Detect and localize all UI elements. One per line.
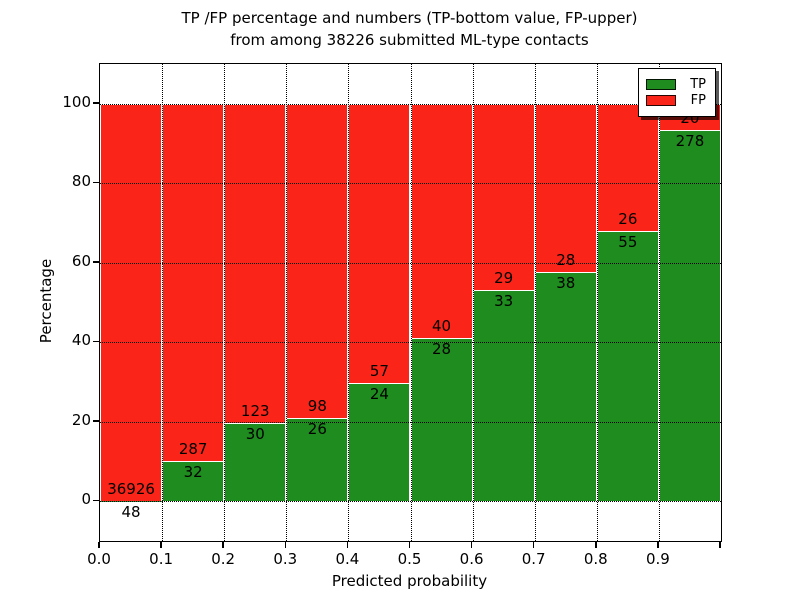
x-tick bbox=[284, 541, 287, 548]
chart-title-line2: from among 38226 submitted ML-type conta… bbox=[230, 31, 589, 49]
plot-area: TP FP 36926 48 287 32 123 30 98 26 57 24 40 28 29 33 2… bbox=[99, 63, 722, 542]
x-tick-label: 0.6 bbox=[459, 550, 484, 568]
x-axis-label: Predicted probability bbox=[331, 572, 488, 590]
x-tick bbox=[595, 541, 597, 548]
x-tick-label: 0.5 bbox=[397, 550, 422, 568]
x-tick-label: 0.0 bbox=[87, 550, 111, 568]
v-gridline bbox=[224, 64, 226, 541]
bar-segment-tp bbox=[286, 417, 349, 502]
fp-count-label: 26 bbox=[618, 210, 638, 229]
tp-count-label: 30 bbox=[245, 425, 265, 444]
v-gridline bbox=[658, 64, 660, 541]
x-tick bbox=[98, 541, 100, 548]
fp-count-label: 98 bbox=[307, 396, 327, 415]
x-tick-label: 0.8 bbox=[583, 550, 608, 568]
tp-count-label: 278 bbox=[675, 132, 705, 151]
x-tick bbox=[346, 541, 349, 548]
x-tick-label: 0.1 bbox=[149, 550, 174, 568]
fp-count-label: 57 bbox=[369, 362, 389, 381]
x-tick bbox=[657, 541, 659, 548]
chart-title-line1: TP /FP percentage and numbers (TP-bottom… bbox=[181, 9, 638, 27]
bar-segment-tp bbox=[596, 231, 659, 502]
v-gridline bbox=[348, 64, 350, 541]
v-gridline bbox=[596, 64, 598, 541]
y-tick-label: 20 bbox=[71, 410, 91, 429]
fp-count-label: 287 bbox=[178, 440, 208, 459]
x-tick bbox=[470, 541, 473, 548]
v-gridline bbox=[534, 64, 536, 541]
x-tick bbox=[719, 541, 721, 548]
fp-count-label: 36926 bbox=[107, 479, 155, 498]
bar-segment-fp bbox=[472, 103, 535, 290]
fp-color-swatch bbox=[646, 95, 676, 106]
fp-count-label: 40 bbox=[432, 316, 452, 335]
bar-segment-tp bbox=[534, 272, 597, 502]
y-tick bbox=[93, 181, 99, 183]
fp-count-label: 123 bbox=[240, 402, 270, 421]
x-tick bbox=[532, 541, 535, 548]
v-gridline bbox=[286, 64, 288, 541]
tp-count-label: 33 bbox=[494, 291, 514, 310]
x-tick bbox=[160, 541, 162, 548]
x-tick-label: 0.2 bbox=[211, 550, 236, 568]
y-tick-label: 80 bbox=[71, 172, 91, 191]
bar-segment-tp bbox=[658, 130, 721, 502]
tp-color-swatch bbox=[646, 79, 676, 90]
tp-count-label: 55 bbox=[618, 233, 638, 252]
legend-entry-fp: FP bbox=[646, 94, 706, 107]
y-tick bbox=[93, 420, 99, 422]
v-gridline bbox=[472, 64, 474, 541]
bar-segment-fp bbox=[410, 103, 473, 338]
tp-count-label: 24 bbox=[369, 385, 389, 404]
y-tick-label: 100 bbox=[62, 92, 91, 111]
y-tick bbox=[93, 102, 99, 104]
tp-count-label: 38 bbox=[556, 274, 576, 293]
bar-segment-tp bbox=[410, 337, 473, 502]
bar-segment-tp bbox=[472, 289, 535, 502]
v-gridline bbox=[162, 64, 164, 541]
x-tick-label: 0.3 bbox=[273, 550, 298, 568]
y-tick bbox=[93, 340, 99, 342]
legend-label-fp: FP bbox=[690, 93, 706, 108]
bar-segment-fp bbox=[162, 103, 225, 462]
y-tick-label: 40 bbox=[71, 331, 91, 350]
y-tick bbox=[93, 261, 99, 263]
y-tick-label: 60 bbox=[71, 251, 91, 270]
bar-segment-tp bbox=[100, 500, 163, 502]
tp-count-label: 32 bbox=[183, 463, 203, 482]
legend: TP FP bbox=[638, 68, 716, 117]
v-gridline bbox=[410, 64, 412, 541]
tp-count-label: 28 bbox=[432, 339, 452, 358]
tp-count-label: 48 bbox=[121, 502, 141, 521]
x-tick-label: 0.7 bbox=[521, 550, 546, 568]
x-tick bbox=[408, 541, 411, 548]
x-tick bbox=[222, 541, 224, 548]
x-tick-label: 0.4 bbox=[335, 550, 360, 568]
bar-segment-fp bbox=[100, 103, 163, 501]
fp-count-label: 28 bbox=[556, 251, 576, 270]
bar-segment-fp bbox=[534, 103, 597, 273]
fp-count-label: 29 bbox=[494, 268, 514, 287]
legend-entry-tp: TP bbox=[646, 78, 706, 91]
bar-segment-fp bbox=[596, 103, 659, 232]
tp-count-label: 26 bbox=[307, 419, 327, 438]
bar-segment-tp bbox=[224, 423, 287, 502]
bar-segment-fp bbox=[286, 103, 349, 418]
y-tick-label: 0 bbox=[81, 490, 91, 509]
y-tick bbox=[93, 499, 99, 501]
x-tick-label: 0.9 bbox=[645, 550, 670, 568]
legend-label-tp: TP bbox=[690, 77, 706, 92]
